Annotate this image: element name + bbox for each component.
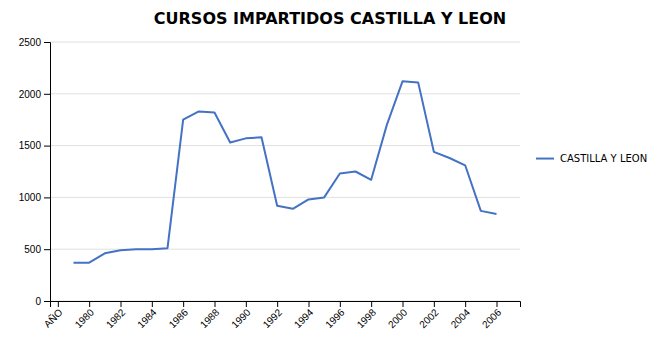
grid-line xyxy=(50,145,520,146)
y-axis-line xyxy=(44,43,51,302)
y-tick: 1500 xyxy=(19,140,50,151)
x-tick-label: 2004 xyxy=(449,306,473,330)
x-tick-label: 2006 xyxy=(480,306,504,330)
legend-item: CASTILLA Y LEON xyxy=(536,153,647,164)
x-tick-mark xyxy=(277,301,278,307)
legend-label: CASTILLA Y LEON xyxy=(560,153,647,164)
y-tick-label: 0 xyxy=(35,296,41,307)
x-tick: 1992 xyxy=(261,301,285,330)
x-tick-label: 1980 xyxy=(73,306,97,330)
x-tick: 1984 xyxy=(135,301,159,330)
grid-line xyxy=(50,197,520,198)
legend: CASTILLA Y LEON xyxy=(536,153,647,164)
x-tick-label: 1984 xyxy=(135,306,159,330)
x-tick-mark xyxy=(309,301,310,307)
x-tick-mark xyxy=(434,301,435,307)
marks xyxy=(74,81,497,262)
x-axis-line xyxy=(51,302,521,308)
x-tick-label: AÑO xyxy=(41,306,65,330)
legend-swatch xyxy=(536,158,554,160)
y-axis: 0 500 1000 1500 2000 2500 xyxy=(19,37,51,307)
y-tick: 1000 xyxy=(19,192,50,203)
y-tick: 0 xyxy=(35,296,50,307)
grid xyxy=(50,42,520,301)
x-tick: 1986 xyxy=(167,301,191,330)
x-tick: 1982 xyxy=(104,301,128,330)
x-axis: AÑO 1980 1982 1984 1986 1988 1990 1992 1994 1996 1… xyxy=(41,301,521,330)
x-tick-label: 1986 xyxy=(167,306,191,330)
x-tick: 2004 xyxy=(449,301,473,330)
x-tick-mark xyxy=(340,301,341,307)
x-tick: 1994 xyxy=(292,301,316,330)
x-tick: 1988 xyxy=(198,301,222,330)
x-tick-label: 1982 xyxy=(104,306,128,330)
y-tick-mark xyxy=(44,94,50,95)
y-tick: 2500 xyxy=(19,37,50,48)
x-tick-label: 1994 xyxy=(292,306,316,330)
y-tick-label: 1500 xyxy=(19,140,42,151)
x-tick-mark xyxy=(121,301,122,307)
y-tick-mark xyxy=(44,301,50,302)
x-tick: 1996 xyxy=(323,301,347,330)
y-tick-mark xyxy=(44,197,50,198)
x-tick: 1998 xyxy=(355,301,379,330)
grid-line xyxy=(50,42,520,43)
x-tick: 2006 xyxy=(480,301,504,330)
y-tick-label: 2000 xyxy=(19,89,42,100)
grid-line xyxy=(50,93,520,94)
y-tick-mark xyxy=(44,146,50,147)
x-tick-mark xyxy=(403,301,404,307)
x-tick-mark xyxy=(371,301,372,307)
x-tick-label: 2002 xyxy=(417,306,441,330)
y-tick-label: 500 xyxy=(24,244,41,255)
y-tick: 500 xyxy=(24,244,50,255)
chart-container: CURSOS IMPARTIDOS CASTILLA Y LEON AÑO 1980… xyxy=(0,0,660,353)
line xyxy=(74,81,497,262)
x-tick-mark xyxy=(215,301,216,307)
x-tick: 1980 xyxy=(73,301,97,330)
x-tick: 2000 xyxy=(386,301,410,330)
x-tick-mark xyxy=(497,301,498,307)
y-tick-label: 1000 xyxy=(19,192,42,203)
x-tick-mark xyxy=(465,301,466,307)
x-tick-label: 1988 xyxy=(198,306,222,330)
x-tick: AÑO xyxy=(41,301,65,330)
x-tick-mark xyxy=(89,301,90,307)
x-tick-mark xyxy=(58,301,59,307)
x-tick: 1990 xyxy=(229,301,253,330)
y-tick: 2000 xyxy=(19,89,50,100)
title: CURSOS IMPARTIDOS CASTILLA Y LEON xyxy=(154,9,506,28)
x-tick-label: 1990 xyxy=(229,306,253,330)
x-tick-label: 1998 xyxy=(355,306,379,330)
y-tick-mark xyxy=(44,42,50,43)
x-tick-label: 2000 xyxy=(386,306,410,330)
x-tick-label: 1996 xyxy=(323,306,347,330)
chart: CURSOS IMPARTIDOS CASTILLA Y LEON AÑO 1980… xyxy=(0,0,660,353)
y-tick-label: 2500 xyxy=(19,37,42,48)
x-tick-label: 1992 xyxy=(261,306,285,330)
x-tick: 2002 xyxy=(417,301,441,330)
x-tick-mark xyxy=(152,301,153,307)
plot: AÑO 1980 1982 1984 1986 1988 1990 1992 1994 1996 1… xyxy=(19,37,521,330)
y-tick-mark xyxy=(44,249,50,250)
x-tick-mark xyxy=(183,301,184,307)
x-tick-mark xyxy=(246,301,247,307)
